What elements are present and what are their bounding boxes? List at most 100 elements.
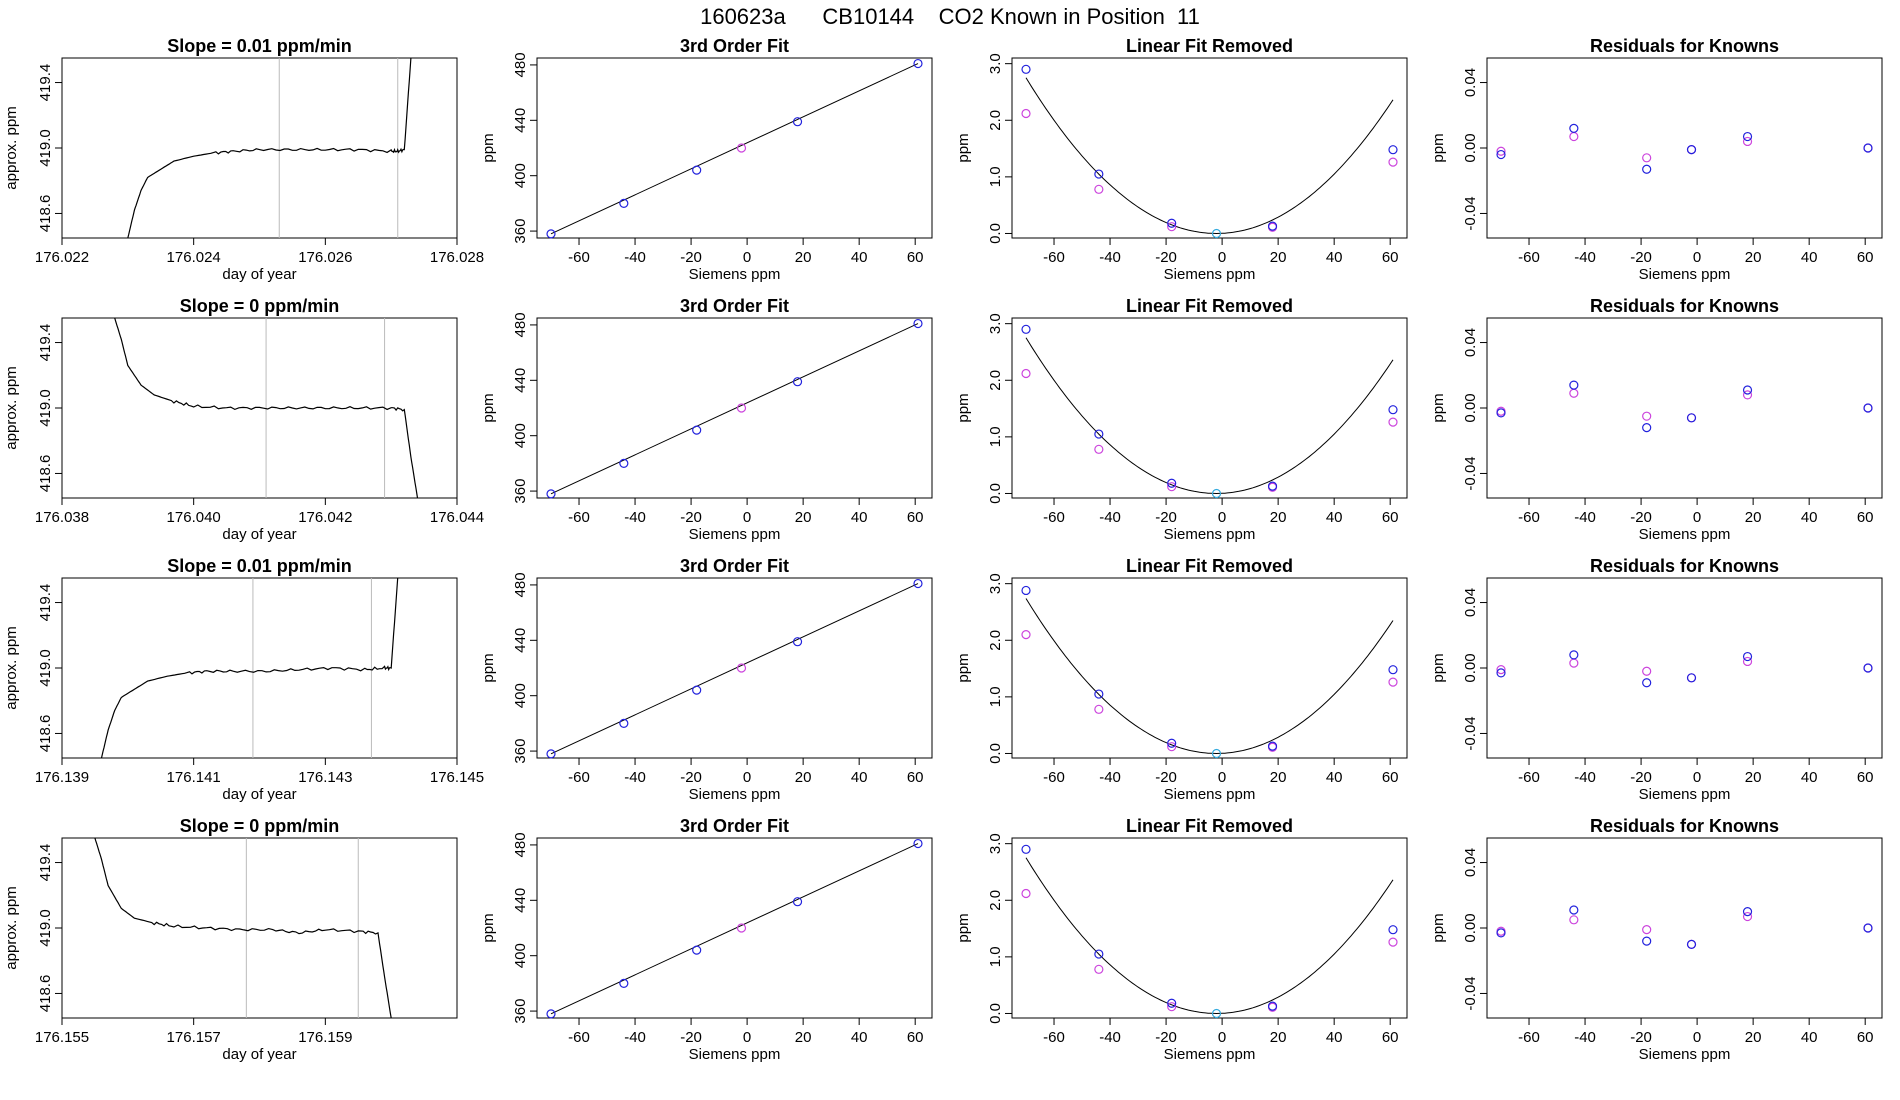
linfit-1-x-tick-label: -20 [1155, 249, 1177, 266]
trace-4-x-tick-label: 176.159 [298, 1029, 352, 1046]
resid-2-point-blue [1569, 380, 1579, 390]
linfit-1-point-violet [1021, 108, 1031, 119]
linfit-2-point-violet [1094, 444, 1104, 454]
fit-2-x-tick-label: -20 [680, 509, 702, 526]
fit-1-x-tick-label: -20 [680, 249, 702, 266]
trace-2-x-tick-label: 176.040 [167, 509, 221, 526]
resid-1-x-tick-label: -20 [1630, 249, 1652, 266]
fit-1-point [792, 117, 803, 127]
fit-1-title: 3rd Order Fit [680, 36, 789, 56]
fit-2-y-tick-label: 400 [512, 423, 529, 448]
linfit-4-plot-frame [1011, 837, 1408, 1019]
resid-1-y-tick-label: 0.00 [1462, 133, 1479, 162]
resid-3-title: Residuals for Knowns [1590, 556, 1779, 576]
fit-1-x-tick-label: -60 [568, 249, 590, 266]
trace-4-x-tick-label: 176.155 [35, 1029, 89, 1046]
linfit-4-y-tick-label: 0.0 [987, 1003, 1004, 1024]
fit-3-y-tick-label: 440 [512, 628, 529, 653]
linfit-1-y-tick-label: 3.0 [987, 53, 1004, 74]
linfit-4-x-axis-label: Siemens ppm [1164, 1046, 1256, 1063]
linfit-2-point-blue [1167, 478, 1177, 488]
linfit-1-x-tick-label: 20 [1270, 249, 1287, 266]
resid-2-x-tick-label: 40 [1801, 509, 1818, 526]
fit-4-x-tick-label: 20 [795, 1029, 812, 1046]
linfit-4-y-tick-label: 2.0 [987, 890, 1004, 911]
resid-3-point-blue [1642, 678, 1652, 688]
resid-4-x-tick-label: 20 [1745, 1029, 1762, 1046]
fit-1-y-tick-label: 400 [512, 163, 529, 188]
fit-2-y-tick-label: 360 [512, 479, 529, 504]
linfit-4-x-tick-label: 40 [1326, 1029, 1343, 1046]
resid-1-x-tick-label: 40 [1801, 249, 1818, 266]
fit-2-title: 3rd Order Fit [680, 296, 789, 316]
linfit-2-point-blue [1388, 405, 1398, 415]
fit-4-y-axis-label: ppm [480, 913, 497, 942]
fit-4-title: 3rd Order Fit [680, 816, 789, 836]
resid-3-point-violet [1642, 666, 1652, 676]
resid-2-x-tick-label: 20 [1745, 509, 1762, 526]
linfit-1-y-tick-label: 1.0 [987, 166, 1004, 187]
fit-2-point [619, 458, 629, 468]
fit-3-point [913, 578, 923, 589]
fit-3-x-tick-label: -60 [568, 769, 590, 786]
linfit-4-quadratic-curve [1025, 857, 1394, 1015]
resid-1-point-blue [1863, 143, 1873, 153]
fit-2-x-tick-label: -40 [624, 509, 646, 526]
linfit-4-point-violet [1388, 937, 1398, 947]
resid-2-point-blue [1642, 423, 1652, 433]
linfit-3-point-blue [1094, 689, 1104, 699]
fit-4-point [619, 978, 629, 988]
trace-1-x-tick-label: 176.028 [430, 249, 484, 266]
resid-4-point-blue [1569, 905, 1579, 915]
resid-1-y-axis-label: ppm [1430, 133, 1447, 162]
fit-3-point [546, 749, 556, 759]
linfit-3-point-violet [1388, 677, 1398, 687]
trace-2-trace-line [114, 318, 419, 498]
resid-1-plot-frame [1486, 57, 1883, 239]
linfit-4-x-tick-label: 0 [1218, 1029, 1226, 1046]
trace-3-title: Slope = 0.01 ppm/min [167, 556, 352, 576]
resid-1-point-blue [1569, 123, 1579, 133]
linfit-2-x-tick-label: 0 [1218, 509, 1226, 526]
linfit-2-point-violet [1388, 417, 1398, 427]
linfit-3-y-tick-label: 0.0 [987, 743, 1004, 764]
resid-1-point-violet [1742, 136, 1753, 147]
linfit-3-quadratic-curve [1025, 598, 1394, 755]
fit-2-x-tick-label: 60 [907, 509, 924, 526]
fit-2-x-tick-label: 20 [795, 509, 812, 526]
resid-4-y-tick-label: -0.04 [1462, 976, 1479, 1010]
linfit-4-title: Linear Fit Removed [1126, 816, 1293, 836]
fit-3-y-axis-label: ppm [480, 653, 497, 682]
linfit-3-x-tick-label: 60 [1382, 769, 1399, 786]
fit-3-y-tick-label: 400 [512, 683, 529, 708]
resid-3-x-tick-label: 40 [1801, 769, 1818, 786]
resid-4-point-blue [1496, 928, 1506, 938]
resid-2-plot-frame [1486, 317, 1883, 499]
resid-1-x-tick-label: 0 [1693, 249, 1701, 266]
trace-4-y-tick-label: 418.6 [37, 975, 54, 1013]
resid-2-point-violet [1742, 390, 1753, 400]
linfit-1-y-tick-label: 0.0 [987, 223, 1004, 244]
fit-2-x-axis-label: Siemens ppm [689, 526, 781, 543]
linfit-3-point-violet [1167, 742, 1177, 752]
linfit-4-point-blue [1267, 1001, 1278, 1011]
fit-3-point [619, 718, 629, 728]
trace-1-y-tick-label: 418.6 [37, 195, 54, 233]
trace-2-y-tick-label: 418.6 [37, 455, 54, 493]
linfit-2-x-tick-label: -20 [1155, 509, 1177, 526]
linfit-3-x-tick-label: -40 [1099, 769, 1121, 786]
linfit-1-x-tick-label: 40 [1326, 249, 1343, 266]
linfit-3-point-blue [1021, 585, 1031, 596]
fit-3-x-tick-label: 20 [795, 769, 812, 786]
linfit-1-y-tick-label: 2.0 [987, 110, 1004, 131]
fit-1-y-tick-label: 360 [512, 219, 529, 244]
trace-3-trace-line [100, 578, 399, 758]
fit-4-point [736, 923, 747, 933]
resid-2-x-tick-label: -20 [1630, 509, 1652, 526]
linfit-2-x-tick-label: -60 [1043, 509, 1065, 526]
resid-4-point-violet [1569, 915, 1579, 925]
fit-4-y-tick-label: 360 [512, 999, 529, 1024]
linfit-3-x-axis-label: Siemens ppm [1164, 786, 1256, 803]
fit-4-y-tick-label: 480 [512, 832, 529, 857]
